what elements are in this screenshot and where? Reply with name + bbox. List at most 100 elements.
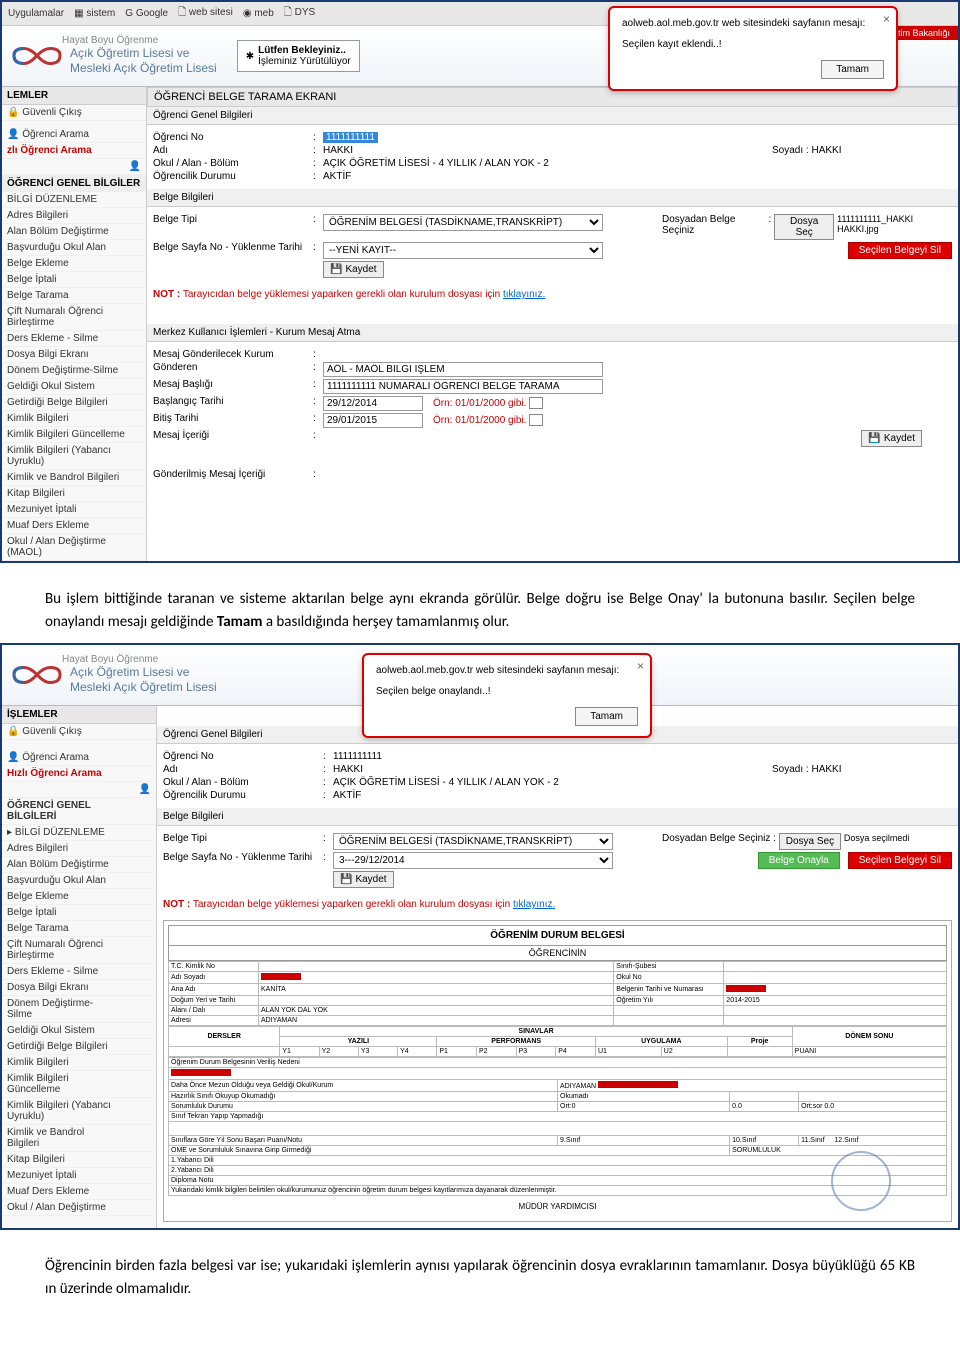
orn-text-1: Örn: 01/01/2000 gibi.: [433, 398, 526, 409]
sidebar-ogrenci-arama[interactable]: 👤 Öğrenci Arama: [2, 750, 156, 766]
input-gonderen[interactable]: [323, 362, 603, 377]
sidebar-item[interactable]: Kimlik Bilgileri Güncelleme: [2, 1071, 156, 1098]
sidebar-item[interactable]: Dönem Değiştirme- Silme: [2, 996, 156, 1023]
label-mesaj-icerigi: Mesaj İçeriği: [153, 430, 313, 447]
label-gonderen: Gönderen: [153, 362, 313, 377]
section-belge-bilgi: Belge Bilgileri: [147, 189, 958, 207]
sidebar-item[interactable]: Ders Ekleme - Silme: [2, 964, 156, 980]
brand-sub: Hayat Boyu Öğrenme: [62, 654, 217, 665]
alert-title: aolweb.aol.meb.gov.tr web sitesindeki sa…: [376, 665, 638, 676]
sidebar-item[interactable]: Ders Ekleme - Silme: [2, 331, 146, 347]
bookmark-sistem[interactable]: ▦ sistem: [74, 8, 115, 19]
kaydet-button[interactable]: 💾Kaydet: [333, 871, 394, 888]
sidebar-2: İŞLEMLER 🔒 Güvenli Çıkış 👤 Öğrenci Arama…: [2, 706, 157, 1228]
sidebar-ogrenci-arama[interactable]: 👤 Öğrenci Arama: [2, 127, 146, 143]
sidebar-guvenli-cikis[interactable]: 🔒 Güvenli Çıkış: [2, 105, 146, 121]
input-mesaj-basligi[interactable]: [323, 379, 603, 394]
alert-ok-button[interactable]: Tamam: [821, 60, 884, 79]
bookmark-meb[interactable]: ◉ meb: [243, 8, 274, 19]
input-baslangic[interactable]: [323, 396, 423, 411]
sidebar-item[interactable]: Geldiği Okul Sistem: [2, 1023, 156, 1039]
sidebar-item[interactable]: Okul / Alan Değiştirme (MAOL): [2, 534, 146, 561]
close-icon[interactable]: ×: [883, 12, 890, 26]
alert-dialog-2: × aolweb.aol.meb.gov.tr web sitesindeki …: [362, 653, 652, 738]
label-baslangic: Başlangıç Tarihi: [153, 396, 313, 411]
alert-ok-button[interactable]: Tamam: [575, 707, 638, 726]
sidebar-item[interactable]: Muaf Ders Ekleme: [2, 1184, 156, 1200]
dosya-sec-button[interactable]: Dosya Seç: [774, 214, 834, 240]
tiklayiniz-link[interactable]: tıklayınız.: [513, 899, 555, 910]
sidebar-item[interactable]: Mezuniyet İptali: [2, 502, 146, 518]
select-belge-sayfa[interactable]: --YENİ KAYIT--: [323, 242, 603, 259]
label-adi: Adı: [163, 764, 323, 775]
select-belge-sayfa[interactable]: 3---29/12/2014: [333, 852, 613, 869]
sidebar-item[interactable]: Kimlik Bilgileri: [2, 1055, 156, 1071]
stamp-icon: [831, 1151, 891, 1211]
sidebar-item[interactable]: Geldiği Okul Sistem: [2, 379, 146, 395]
brand-line1: Açık Öğretim Lisesi ve: [70, 46, 217, 60]
value-ogrencilik: AKTİF: [333, 790, 952, 801]
sidebar-item[interactable]: Getirdiği Belge Bilgileri: [2, 395, 146, 411]
sidebar-search-icon[interactable]: 👤: [2, 782, 156, 798]
dosya-sec-button[interactable]: Dosya Seç: [779, 833, 841, 850]
sidebar-item[interactable]: Okul / Alan Değiştirme: [2, 1200, 156, 1216]
doc-info-table: T.C. Kimlik NoSınıfı-Şubesi Adı SoyadıOk…: [168, 961, 947, 1026]
kaydet-button-2[interactable]: 💾Kaydet: [861, 430, 922, 447]
bookmark-uygulamalar[interactable]: Uygulamalar: [8, 8, 64, 19]
kaydet-button[interactable]: 💾Kaydet: [323, 261, 384, 278]
sidebar-item[interactable]: Dosya Bilgi Ekranı: [2, 980, 156, 996]
sidebar-search-icon[interactable]: 👤: [2, 159, 146, 175]
sidebar-item[interactable]: Kimlik Bilgileri (Yabancı Uyruklu): [2, 1098, 156, 1125]
sil-button[interactable]: Seçilen Belgeyi Sil: [848, 852, 952, 869]
bookmark-google[interactable]: G Google: [125, 8, 168, 19]
spinner-icon: ✱: [246, 51, 254, 62]
sidebar-item[interactable]: Kimlik ve Bandrol Bilgileri: [2, 470, 146, 486]
alert-message: Seçilen belge onaylandı..!: [376, 686, 638, 697]
input-bitis[interactable]: [323, 413, 423, 428]
sidebar-item[interactable]: Çift Numaralı Öğrenci Birleştirme: [2, 937, 156, 964]
sil-button[interactable]: Seçilen Belgeyi Sil: [848, 242, 952, 259]
sidebar-item[interactable]: Kitap Bilgileri: [2, 1152, 156, 1168]
note-text: NOT : Tarayıcıdan belge yüklemesi yapark…: [147, 285, 958, 304]
sidebar-item[interactable]: Getirdiği Belge Bilgileri: [2, 1039, 156, 1055]
sidebar-item[interactable]: Belge Ekleme: [2, 256, 146, 272]
tiklayiniz-link[interactable]: tıklayınız.: [503, 289, 545, 300]
main-layout: LEMLER 🔒 Güvenli Çıkış 👤 Öğrenci Arama z…: [2, 86, 958, 561]
sidebar-item[interactable]: Belge Ekleme: [2, 889, 156, 905]
sidebar-item[interactable]: Belge Tarama: [2, 921, 156, 937]
sidebar-item[interactable]: Belge İptali: [2, 272, 146, 288]
sidebar-item[interactable]: Dosya Bilgi Ekranı: [2, 347, 146, 363]
sidebar-item[interactable]: Kimlik ve Bandrol Bilgileri: [2, 1125, 156, 1152]
sidebar-guvenli-cikis[interactable]: 🔒 Güvenli Çıkış: [2, 724, 156, 740]
calendar-icon[interactable]: [529, 414, 543, 426]
sidebar-item[interactable]: Kimlik Bilgileri Güncelleme: [2, 427, 146, 443]
close-icon[interactable]: ×: [637, 659, 644, 673]
sidebar-item[interactable]: Dönem Değiştirme-Silme: [2, 363, 146, 379]
sidebar-item[interactable]: Çift Numaralı Öğrenci Birleştirme: [2, 304, 146, 331]
sidebar-hizli-arama[interactable]: zlı Öğrenci Arama: [2, 143, 146, 159]
sidebar-item[interactable]: Belge İptali: [2, 905, 156, 921]
sidebar-hizli-arama[interactable]: Hızlı Öğrenci Arama: [2, 766, 156, 782]
sidebar-item[interactable]: Kimlik Bilgileri: [2, 411, 146, 427]
sidebar-item[interactable]: Belge Tarama: [2, 288, 146, 304]
sidebar-item[interactable]: Adres Bilgileri: [2, 208, 146, 224]
doc-grade-table: DERSLERSINAVLARDÖNEM SONU YAZILIPERFORMA…: [168, 1026, 947, 1057]
sidebar-item[interactable]: Alan Bölüm Değiştirme: [2, 857, 156, 873]
sidebar-item[interactable]: Kimlik Bilgileri (Yabancı Uyruklu): [2, 443, 146, 470]
calendar-icon[interactable]: [529, 397, 543, 409]
brand-line2: Mesleki Açık Öğretim Lisesi: [70, 61, 217, 75]
sidebar-item[interactable]: Başvurduğu Okul Alan: [2, 873, 156, 889]
sidebar-item[interactable]: Kitap Bilgileri: [2, 486, 146, 502]
select-belge-tipi[interactable]: ÖĞRENİM BELGESİ (TASDİKNAME,TRANSKRİPT): [323, 214, 603, 231]
bookmark-websitesi[interactable]: 🗋 web sitesi: [178, 5, 233, 22]
sidebar-item[interactable]: Alan Bölüm Değiştirme: [2, 224, 146, 240]
screenshot-2: Hayat Boyu Öğrenme Açık Öğretim Lisesi v…: [0, 643, 960, 1230]
sidebar-item[interactable]: Mezuniyet İptali: [2, 1168, 156, 1184]
select-belge-tipi[interactable]: ÖĞRENİM BELGESİ (TASDİKNAME,TRANSKRİPT): [333, 833, 613, 850]
sidebar-item[interactable]: Başvurduğu Okul Alan: [2, 240, 146, 256]
sidebar-item[interactable]: Muaf Ders Ekleme: [2, 518, 146, 534]
bookmark-dys[interactable]: 🗋 DYS: [284, 5, 315, 22]
sidebar-item[interactable]: Adres Bilgileri: [2, 841, 156, 857]
onayla-button[interactable]: Belge Onayla: [758, 852, 840, 869]
label-ogrenci-no: Öğrenci No: [153, 132, 313, 143]
